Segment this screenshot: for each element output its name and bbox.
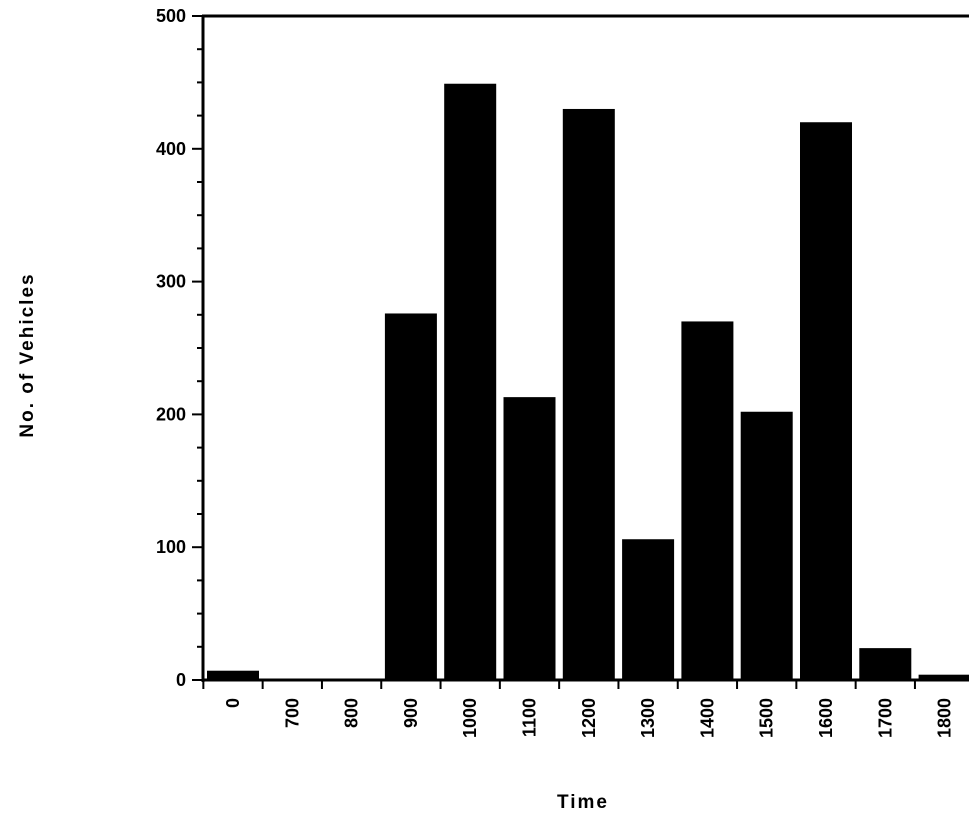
y-axis-title: No. of Vehicles — [17, 272, 38, 437]
bar — [740, 411, 793, 680]
x-tick-label: 1700 — [875, 698, 895, 738]
bar — [918, 674, 969, 680]
y-axis-tick-labels: 0 100 200 300 400 500 — [156, 6, 186, 690]
y-tick-label: 500 — [156, 6, 186, 26]
x-tick-label: 1600 — [816, 698, 836, 738]
y-axis-ticks — [192, 15, 203, 681]
y-tick-label: 300 — [156, 272, 186, 292]
y-tick-label: 0 — [176, 670, 186, 690]
x-tick-label: 1000 — [460, 698, 480, 738]
x-tick-label: 1300 — [638, 698, 658, 738]
bar — [384, 313, 437, 680]
x-tick-label: 1500 — [757, 698, 777, 738]
y-tick-label: 100 — [156, 537, 186, 557]
x-tick-label: 700 — [282, 698, 302, 728]
x-tick-label: 1100 — [520, 698, 540, 737]
x-tick-label: 800 — [342, 698, 362, 728]
x-axis-title: Time — [557, 792, 609, 813]
bar-series — [207, 83, 969, 681]
bar — [503, 397, 556, 680]
bar — [444, 83, 497, 680]
bar — [800, 122, 852, 681]
bar — [562, 108, 615, 680]
x-tick-label: 1400 — [697, 698, 717, 738]
bar — [681, 321, 734, 680]
bar — [207, 670, 259, 680]
bar — [859, 648, 912, 680]
bar — [622, 539, 675, 680]
x-tick-label: 1200 — [579, 698, 599, 738]
x-tick-label: 900 — [401, 698, 421, 728]
x-axis-tick-labels: 0 700 800 900 1000 1100 1200 1300 1400 1500 1600 17… — [223, 698, 955, 738]
y-tick-label: 400 — [156, 139, 186, 159]
y-tick-label: 200 — [156, 404, 186, 424]
x-tick-label: 1800 — [935, 698, 955, 738]
x-tick-label: 0 — [223, 698, 243, 708]
